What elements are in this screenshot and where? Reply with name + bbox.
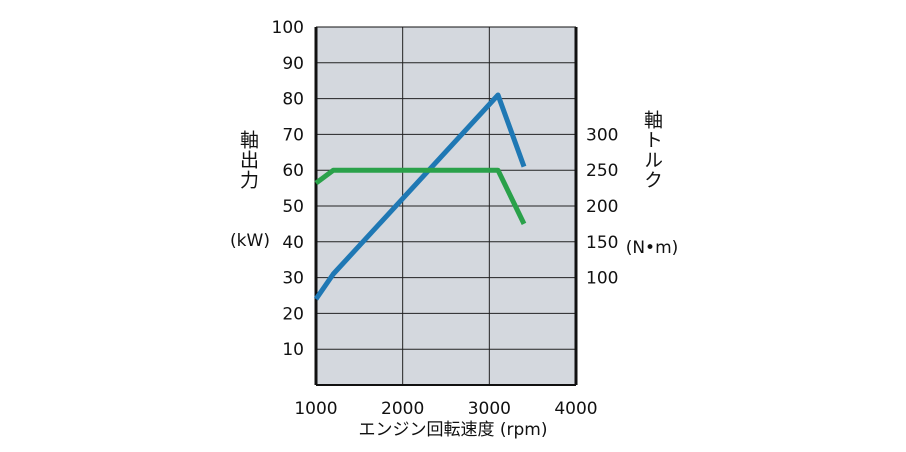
x-axis-label: エンジン回転速度 (rpm) — [358, 420, 547, 440]
right-axis-label: 軸トルク — [641, 110, 663, 190]
left-tick-label: 70 — [282, 125, 304, 145]
left-tick-label: 40 — [282, 233, 304, 253]
left-tick-label: 20 — [282, 304, 304, 324]
right-tick-label: 100 — [586, 269, 618, 289]
left-tick-label: 100 — [272, 18, 304, 38]
right-tick-label: 200 — [586, 197, 618, 217]
x-tick-label: 4000 — [554, 399, 597, 419]
shaft-torque-line — [314, 167, 527, 225]
left-tick-label: 90 — [282, 54, 304, 74]
x-tick-label: 1000 — [294, 399, 337, 419]
left-axis-unit: (kW) — [230, 231, 270, 251]
axes — [314, 26, 578, 386]
left-axis-label: 軸出力 — [237, 130, 259, 190]
left-tick-label: 80 — [282, 90, 304, 110]
left-tick-label: 30 — [282, 269, 304, 289]
right-axis-unit: (N•m) — [626, 238, 679, 258]
right-tick-label: 300 — [586, 125, 618, 145]
left-tick-label: 10 — [282, 340, 304, 360]
right-tick-label: 150 — [586, 233, 618, 253]
series — [313, 92, 527, 301]
left-tick-label: 60 — [282, 161, 304, 181]
shaft-power-line — [313, 92, 527, 301]
left-tick-label: 50 — [282, 197, 304, 217]
x-tick-label: 3000 — [468, 399, 511, 419]
x-tick-label: 2000 — [381, 399, 424, 419]
ticks: 10 20 30 40 50 60 70 80 90 100 100 150 200 250 300 1000… — [272, 18, 619, 419]
right-tick-label: 250 — [586, 161, 618, 181]
